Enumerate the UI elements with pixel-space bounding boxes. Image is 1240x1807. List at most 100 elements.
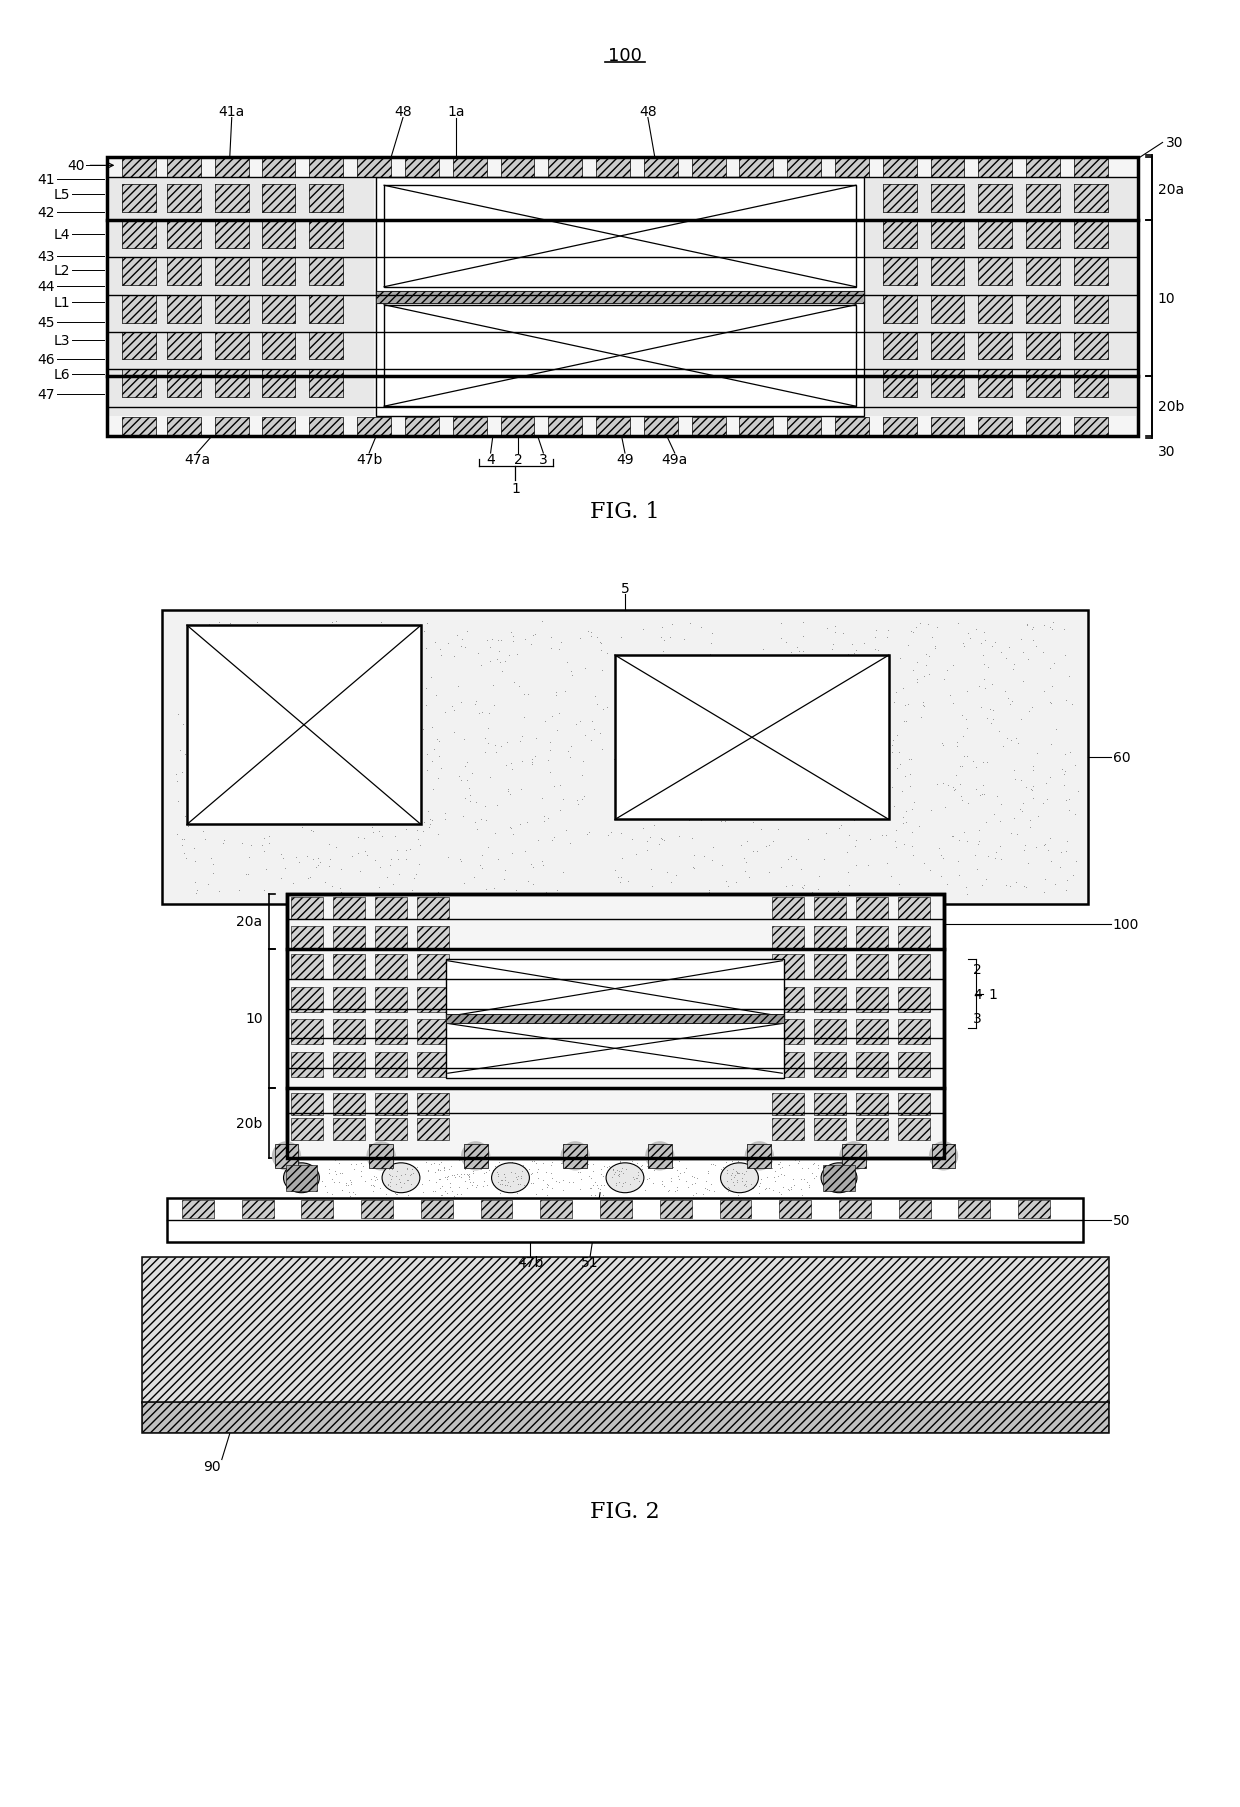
Bar: [644, 159, 678, 179]
Point: [1014, 871, 1034, 900]
Point: [377, 862, 397, 891]
Point: [534, 802, 554, 831]
Point: [619, 654, 639, 683]
Point: [713, 851, 733, 880]
Point: [448, 1160, 467, 1189]
Point: [391, 687, 410, 716]
Point: [609, 1162, 629, 1191]
Point: [526, 743, 546, 772]
Point: [500, 1166, 520, 1194]
Bar: [262, 220, 295, 249]
Point: [355, 837, 374, 866]
Point: [928, 613, 947, 641]
Point: [932, 770, 952, 799]
Point: [296, 842, 316, 871]
Point: [449, 763, 469, 791]
Point: [286, 844, 306, 873]
Point: [991, 638, 1011, 667]
Point: [959, 620, 978, 649]
Point: [1012, 797, 1032, 826]
Point: [839, 871, 859, 900]
Point: [324, 743, 343, 772]
Point: [771, 759, 791, 788]
Point: [435, 1162, 455, 1191]
Point: [456, 618, 476, 647]
Bar: [310, 159, 343, 179]
Point: [611, 864, 631, 893]
Point: [900, 773, 920, 802]
Point: [289, 768, 309, 797]
Bar: [215, 332, 249, 360]
Bar: [883, 184, 916, 213]
Point: [724, 1160, 744, 1189]
Point: [717, 690, 737, 719]
Point: [378, 1162, 398, 1191]
Text: 20a: 20a: [237, 914, 263, 929]
Point: [193, 817, 213, 846]
Point: [289, 847, 309, 876]
Point: [627, 1162, 647, 1191]
Point: [512, 1156, 532, 1185]
Point: [682, 1171, 702, 1200]
Point: [822, 768, 842, 797]
Point: [348, 788, 368, 817]
Point: [422, 806, 441, 835]
Bar: [563, 1144, 588, 1167]
Point: [515, 1158, 534, 1187]
Point: [838, 858, 858, 887]
Point: [485, 875, 505, 904]
Point: [309, 851, 329, 880]
Point: [1040, 613, 1060, 641]
Point: [908, 669, 928, 698]
Point: [591, 1160, 611, 1189]
Point: [259, 829, 279, 858]
Point: [541, 735, 560, 764]
Bar: [310, 220, 343, 249]
Point: [791, 855, 811, 884]
Point: [304, 844, 324, 873]
Point: [1040, 688, 1060, 717]
Point: [916, 640, 936, 669]
Point: [489, 1160, 508, 1189]
Point: [537, 1171, 557, 1200]
Point: [723, 1155, 743, 1184]
Point: [244, 754, 264, 782]
Bar: [376, 987, 407, 1012]
Point: [785, 1146, 805, 1175]
Point: [1068, 777, 1087, 806]
Point: [1037, 768, 1056, 797]
Point: [583, 1149, 603, 1178]
Point: [848, 773, 868, 802]
Point: [662, 609, 682, 638]
Bar: [167, 184, 201, 213]
Point: [944, 773, 963, 802]
Point: [937, 871, 957, 900]
Bar: [215, 296, 249, 323]
Point: [175, 802, 195, 831]
Point: [331, 643, 351, 672]
Point: [330, 1149, 350, 1178]
Point: [244, 808, 264, 837]
Bar: [596, 417, 630, 437]
Point: [600, 1169, 620, 1198]
Point: [859, 775, 879, 804]
Bar: [143, 1258, 1107, 1402]
Point: [278, 676, 298, 705]
Point: [373, 623, 393, 652]
Point: [515, 837, 534, 866]
Point: [675, 703, 694, 732]
Point: [343, 1178, 363, 1207]
Point: [609, 734, 629, 763]
Point: [991, 833, 1011, 862]
Point: [455, 634, 475, 663]
Point: [269, 772, 289, 801]
Point: [527, 1149, 547, 1178]
Point: [294, 726, 314, 755]
Point: [528, 826, 548, 855]
Point: [321, 801, 341, 829]
Point: [254, 824, 274, 853]
Point: [386, 660, 405, 688]
Point: [238, 652, 258, 681]
Point: [703, 1149, 723, 1178]
Point: [1061, 690, 1081, 719]
